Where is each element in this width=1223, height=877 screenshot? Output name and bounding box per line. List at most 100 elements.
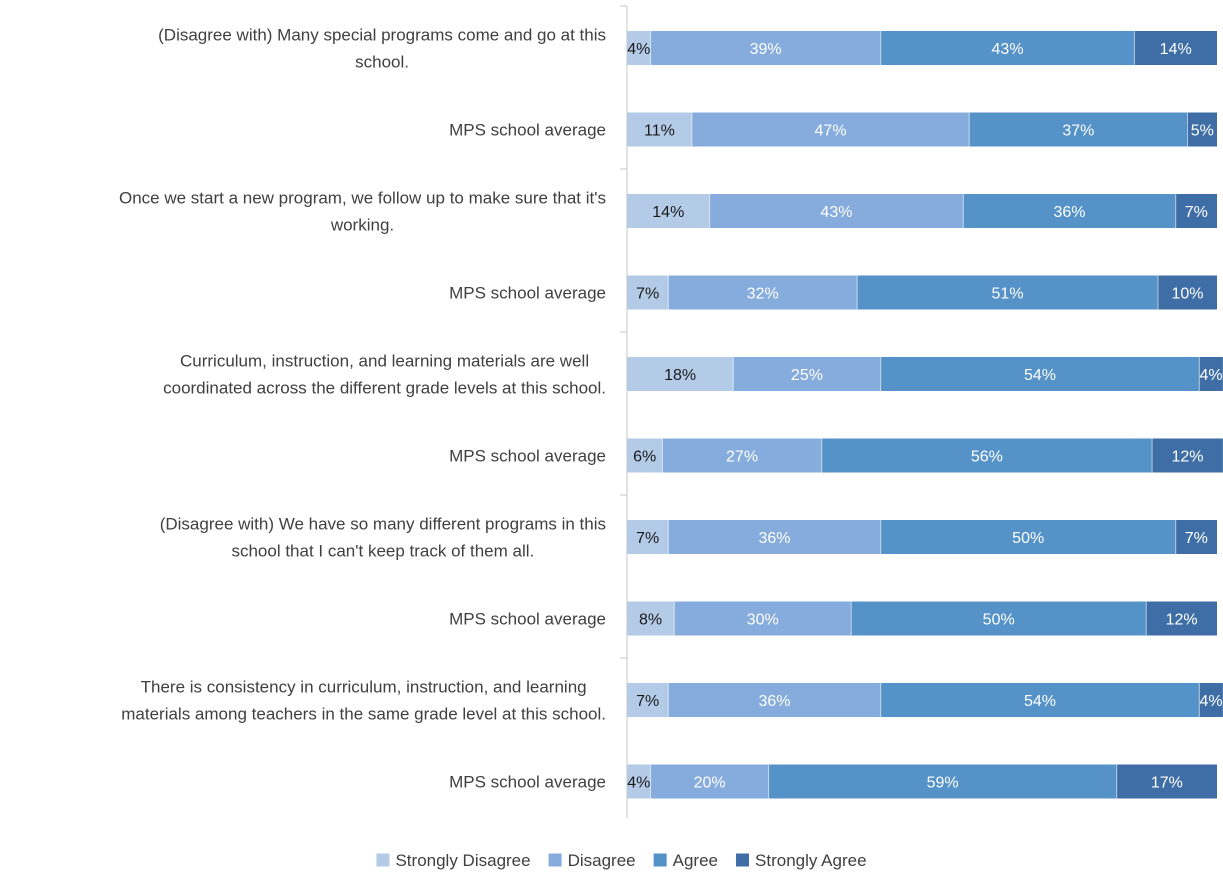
data-label: 14% bbox=[652, 204, 684, 221]
data-label: 25% bbox=[791, 367, 823, 384]
legend-label: Strongly Disagree bbox=[395, 851, 530, 870]
bar-row: 4% 39% 43% 14% bbox=[627, 31, 1217, 65]
data-label: 50% bbox=[983, 612, 1015, 629]
bar-segment bbox=[963, 194, 1176, 228]
bar-segment bbox=[1152, 438, 1223, 473]
category-labels-group: (Disagree with) Many special programs co… bbox=[119, 26, 606, 792]
bar-segment bbox=[627, 520, 669, 554]
category-label-line: school that I can't keep track of them a… bbox=[231, 542, 534, 561]
legend: Strongly Disagree Disagree Agree Strongly A… bbox=[376, 851, 867, 870]
data-label: 36% bbox=[758, 693, 790, 710]
legend-swatch bbox=[548, 853, 562, 867]
bar-segment bbox=[768, 764, 1117, 799]
data-label: 18% bbox=[664, 367, 696, 384]
category-label-line: school. bbox=[355, 53, 409, 72]
bar-segment bbox=[1158, 275, 1217, 310]
category-label: Once we start a new program, we follow u… bbox=[119, 189, 606, 235]
bar-segment bbox=[627, 683, 669, 717]
category-label-line: coordinated across the different grade l… bbox=[163, 379, 606, 398]
data-label: 8% bbox=[639, 612, 662, 629]
category-label-line: MPS school average bbox=[449, 610, 606, 629]
category-label-line: MPS school average bbox=[449, 773, 606, 792]
category-label-line: There is consistency in curriculum, inst… bbox=[141, 678, 587, 697]
data-label: 54% bbox=[1024, 367, 1056, 384]
bar-segment bbox=[1175, 520, 1217, 554]
category-label: MPS school average bbox=[449, 773, 606, 792]
category-label-line: Curriculum, instruction, and learning ma… bbox=[180, 352, 589, 371]
category-label: MPS school average bbox=[449, 447, 606, 466]
bar-segment bbox=[668, 520, 881, 554]
bar-segment bbox=[821, 438, 1153, 473]
category-label: (Disagree with) We have so many differen… bbox=[160, 515, 606, 561]
data-label: 7% bbox=[636, 286, 659, 303]
bar-segment bbox=[709, 194, 964, 228]
data-label: 11% bbox=[644, 123, 675, 140]
bar-segment bbox=[627, 275, 669, 310]
data-label: 17% bbox=[1151, 775, 1183, 792]
data-label: 7% bbox=[1185, 530, 1208, 547]
category-label-line: working. bbox=[330, 216, 394, 235]
legend-item: Agree bbox=[653, 851, 718, 870]
bar-segment bbox=[627, 31, 651, 65]
category-label: Curriculum, instruction, and learning ma… bbox=[163, 352, 606, 398]
data-label: 50% bbox=[1012, 530, 1044, 547]
category-label-line: (Disagree with) We have so many differen… bbox=[160, 515, 606, 534]
data-label: 12% bbox=[1171, 449, 1203, 466]
bar-segment bbox=[1199, 357, 1223, 391]
bar-segment bbox=[668, 275, 858, 310]
data-label: 56% bbox=[971, 449, 1003, 466]
data-label: 30% bbox=[747, 612, 779, 629]
bar-segment bbox=[627, 112, 692, 147]
bar-row: 6% 27% 56% 12% bbox=[627, 438, 1223, 473]
data-label: 12% bbox=[1166, 612, 1198, 629]
bar-segment bbox=[1175, 194, 1217, 228]
data-label: 7% bbox=[1185, 204, 1208, 221]
category-label-line: MPS school average bbox=[449, 121, 606, 140]
category-label-line: MPS school average bbox=[449, 447, 606, 466]
bar-segment bbox=[880, 31, 1135, 65]
data-label: 39% bbox=[750, 41, 782, 58]
category-label-line: Once we start a new program, we follow u… bbox=[119, 189, 606, 208]
data-label: 36% bbox=[1053, 204, 1085, 221]
data-label: 37% bbox=[1062, 123, 1094, 140]
bar-segment bbox=[668, 683, 881, 717]
bar-row: 7% 32% 51% 10% bbox=[627, 275, 1217, 310]
bar-row: 4% 20% 59% 17% bbox=[627, 764, 1217, 799]
data-label: 32% bbox=[747, 286, 779, 303]
category-label: (Disagree with) Many special programs co… bbox=[158, 26, 606, 72]
data-label: 4% bbox=[1200, 693, 1223, 710]
data-label: 10% bbox=[1171, 286, 1203, 303]
category-label-line: MPS school average bbox=[449, 284, 606, 303]
category-label-line: materials among teachers in the same gra… bbox=[121, 705, 606, 724]
bar-segment bbox=[733, 357, 881, 391]
bar-row: 14% 43% 36% 7% bbox=[627, 194, 1217, 228]
data-label: 5% bbox=[1191, 123, 1214, 140]
data-label: 54% bbox=[1024, 693, 1056, 710]
bar-row: 18% 25% 54% 4% bbox=[627, 357, 1223, 391]
bar-segment bbox=[969, 112, 1188, 147]
bars-group: 4% 39% 43% 14% 11% 47% 37% 5% 14% 43% 36% 7% 7% 32% 51… bbox=[627, 31, 1223, 799]
bar-row: 7% 36% 50% 7% bbox=[627, 520, 1217, 554]
bar-segment bbox=[627, 764, 651, 799]
bar-segment bbox=[627, 601, 675, 636]
data-label: 4% bbox=[627, 775, 650, 792]
data-label: 7% bbox=[636, 530, 659, 547]
data-label: 14% bbox=[1160, 41, 1192, 58]
legend-label: Strongly Agree bbox=[755, 851, 867, 870]
bar-segment bbox=[662, 438, 822, 473]
legend-label: Agree bbox=[673, 851, 718, 870]
data-label: 7% bbox=[636, 693, 659, 710]
bar-segment bbox=[674, 601, 852, 636]
data-label: 27% bbox=[726, 449, 758, 466]
legend-swatch bbox=[376, 853, 390, 867]
legend-item: Strongly Disagree bbox=[376, 851, 531, 870]
data-label: 59% bbox=[927, 775, 959, 792]
data-label: 4% bbox=[627, 41, 650, 58]
bar-segment bbox=[1116, 764, 1217, 799]
bar-segment bbox=[880, 683, 1200, 717]
bar-segment bbox=[857, 275, 1158, 310]
bar-segment bbox=[691, 112, 970, 147]
bar-segment bbox=[627, 357, 734, 391]
data-label: 51% bbox=[992, 286, 1024, 303]
bar-row: 7% 36% 54% 4% bbox=[627, 683, 1223, 717]
